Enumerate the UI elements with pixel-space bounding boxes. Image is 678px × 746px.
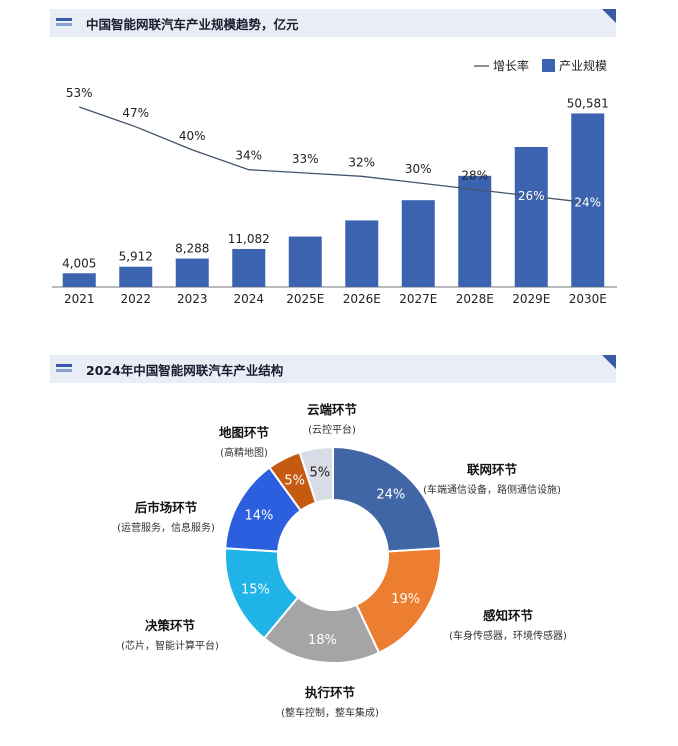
segment-description: (高精地图) (220, 446, 268, 459)
bar-2029E (514, 147, 548, 287)
growth-rate-label: 47% (122, 106, 149, 120)
header-bars-icon (56, 364, 72, 374)
x-tick-label: 2022 (120, 292, 151, 306)
slice-percent-label: 5% (284, 474, 305, 489)
growth-rate-label: 33% (292, 152, 319, 166)
section-header-structure: 2024年中国智能网联汽车产业结构 (50, 355, 616, 383)
bar-2028E (458, 175, 492, 287)
growth-rate-line (79, 106, 588, 204)
header-bars-icon (56, 18, 72, 28)
donut-slice-7 (298, 445, 334, 504)
slice-percent-label: 24% (376, 487, 405, 502)
donut-slice-1 (332, 445, 442, 553)
legend-label: 产业规模 (559, 58, 607, 73)
bar-2026E (345, 220, 379, 287)
segment-description: (车端通信设备，路侧通信设施) (423, 483, 561, 496)
header-corner-mark (602, 355, 616, 369)
x-tick-label: 2027E (399, 292, 437, 306)
legend-bar-swatch (542, 59, 555, 72)
donut-slice-3 (262, 595, 381, 664)
segment-description: (车身传感器，环境传感器) (449, 629, 567, 642)
slice-percent-label: 15% (241, 583, 270, 598)
bar-2025E (288, 236, 322, 287)
x-tick-label: 2024 (233, 292, 264, 306)
growth-rate-label: 30% (405, 162, 432, 176)
donut-slice-6 (268, 451, 318, 512)
x-tick-label: 2023 (177, 292, 208, 306)
bar-2022 (119, 266, 153, 287)
growth-rate-label: 34% (235, 149, 262, 163)
slice-percent-label: 14% (244, 508, 273, 523)
bar-2030E (571, 113, 605, 287)
segment-description: (运营服务，信息服务) (117, 521, 215, 534)
growth-rate-label: 28% (461, 169, 488, 183)
bar-value-label: 4,005 (62, 256, 96, 270)
bar-value-label: 50,581 (567, 96, 609, 110)
x-tick-label: 2029E (512, 292, 550, 306)
x-tick-label: 2021 (64, 292, 95, 306)
growth-rate-label: 40% (179, 129, 206, 143)
growth-rate-label: 53% (66, 86, 93, 100)
bar-2021 (62, 273, 96, 287)
x-tick-label: 2030E (569, 292, 607, 306)
donut-slice-2 (355, 547, 442, 655)
segment-name: 联网环节 (467, 462, 518, 477)
segment-name: 执行环节 (305, 685, 356, 700)
growth-rate-label: 32% (348, 155, 375, 169)
x-tick-label: 2025E (286, 292, 324, 306)
segment-description: (整车控制，整车集成) (281, 706, 379, 719)
bar-value-label: 11,082 (228, 232, 270, 246)
bar-2023 (175, 258, 209, 287)
trend-bar-line-chart: 2021 4,005 2022 5,912 2023 8,288 2024 11,082 202… (52, 58, 617, 306)
segment-name: 决策环节 (145, 618, 196, 633)
structure-chart-title: 2024年中国智能网联汽车产业结构 (86, 363, 284, 378)
donut-slice-4 (224, 547, 300, 640)
growth-rate-label: 26% (518, 189, 545, 203)
trend-chart-title: 中国智能网联汽车产业规模趋势，亿元 (86, 17, 299, 32)
donut-slice-5 (224, 466, 303, 553)
x-tick-label: 2028E (456, 292, 494, 306)
bar-2027E (401, 200, 435, 287)
segment-name: 云端环节 (307, 402, 358, 417)
segment-name: 地图环节 (219, 425, 270, 440)
segment-description: (云控平台) (308, 423, 356, 436)
slice-percent-label: 18% (308, 633, 337, 648)
bar-2024 (232, 248, 266, 287)
segment-description: (芯片，智能计算平台) (121, 639, 219, 652)
segment-name: 感知环节 (483, 608, 534, 623)
bar-value-label: 8,288 (175, 242, 209, 256)
slice-percent-label: 19% (391, 592, 420, 607)
header-corner-mark (602, 9, 616, 23)
section-header-trend: 中国智能网联汽车产业规模趋势，亿元 (50, 9, 616, 37)
x-tick-label: 2026E (343, 292, 381, 306)
slice-percent-label: 5% (309, 466, 330, 481)
bar-value-label: 5,912 (119, 250, 153, 264)
segment-name: 后市场环节 (135, 500, 198, 515)
legend-label: 增长率 (493, 58, 529, 73)
growth-rate-label: 24% (574, 196, 601, 210)
